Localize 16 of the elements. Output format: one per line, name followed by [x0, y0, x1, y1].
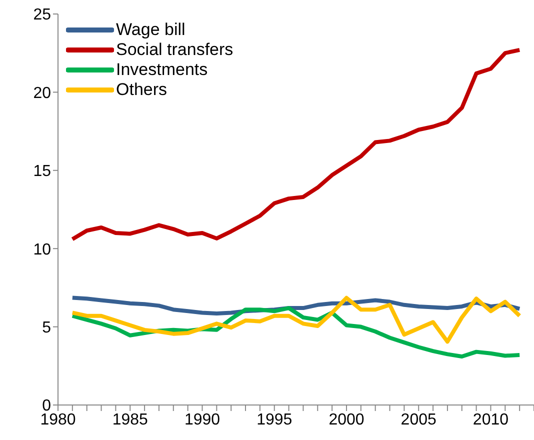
- legend-label: Investments: [116, 60, 208, 80]
- x-tick-label: 2000: [328, 411, 364, 428]
- x-tick-label: 1995: [256, 411, 292, 428]
- x-tick-label: 1985: [112, 411, 148, 428]
- line-series: [70, 296, 522, 344]
- y-tick-label: 10: [33, 241, 52, 258]
- x-tick-label: 1990: [184, 411, 220, 428]
- x-tick-label: 2005: [400, 411, 437, 428]
- legend-label: Wage bill: [116, 20, 186, 40]
- y-tick-label: 15: [33, 163, 52, 180]
- y-tick-label: 5: [42, 319, 52, 336]
- legend-label: Social transfers: [116, 40, 234, 60]
- y-tick-label: 20: [33, 84, 52, 102]
- x-tick-label: 2010: [472, 411, 509, 428]
- y-tick-label: 25: [33, 6, 52, 24]
- legend-label: Others: [116, 80, 168, 100]
